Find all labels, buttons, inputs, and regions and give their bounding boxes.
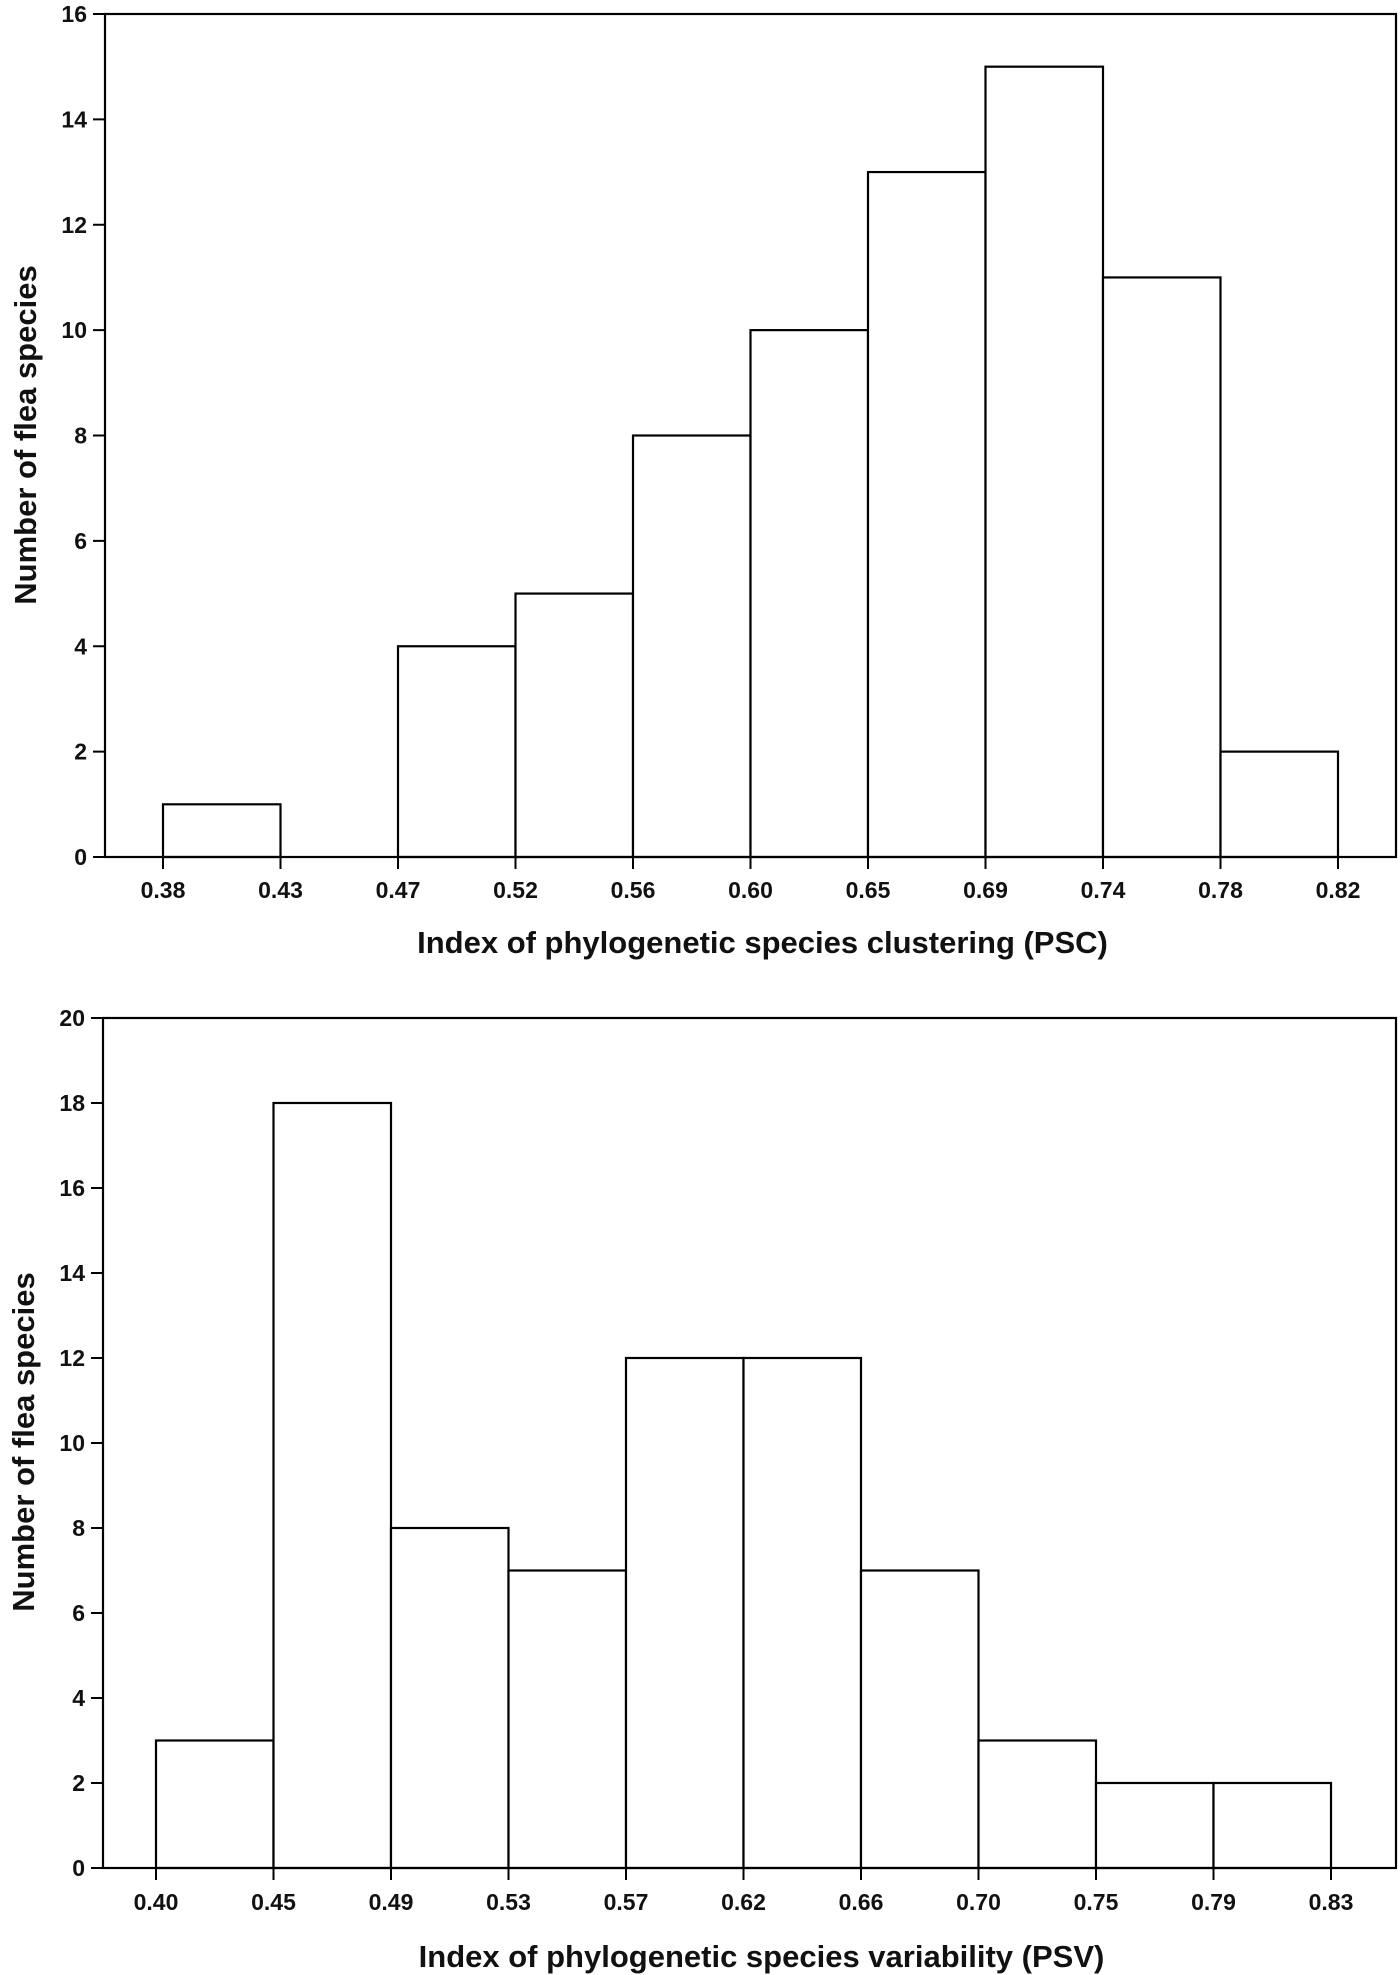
histogram-bar xyxy=(272,1101,393,1870)
histogram-bar xyxy=(742,1356,863,1870)
histogram-bar xyxy=(1212,1781,1333,1870)
y-tick-label: 8 xyxy=(72,1515,85,1541)
y-tick-label: 12 xyxy=(59,1345,85,1371)
x-tick-label: 0.60 xyxy=(728,877,773,903)
x-tick-label: 0.79 xyxy=(1191,1889,1236,1915)
y-tick-label: 6 xyxy=(74,528,87,554)
x-tick-label: 0.82 xyxy=(1316,877,1361,903)
x-tick-label: 0.43 xyxy=(258,877,303,903)
y-tick-label: 8 xyxy=(74,423,87,449)
x-tick-label: 0.38 xyxy=(141,877,186,903)
x-tick-label: 0.75 xyxy=(1074,1889,1119,1915)
x-tick-label: 0.69 xyxy=(963,877,1008,903)
histogram-bar xyxy=(977,1739,1098,1870)
y-tick-label: 2 xyxy=(74,739,87,765)
histogram-bar xyxy=(1094,1781,1215,1870)
y-tick-label: 10 xyxy=(61,317,87,343)
y-tick-label: 10 xyxy=(59,1430,85,1456)
histogram-bar xyxy=(1101,276,1222,859)
x-tick-label: 0.83 xyxy=(1309,1889,1354,1915)
y-axis-title: Number of flea species xyxy=(6,1272,41,1611)
x-tick-label: 0.62 xyxy=(721,1889,766,1915)
y-tick-label: 6 xyxy=(72,1600,85,1626)
psc-histogram-panel: 0 2 4 6 8 10 12 14 16 0.38 0.43 0.47 0.52 0.56 0.60 0.6… xyxy=(8,1,1398,960)
x-tick-label: 0.70 xyxy=(956,1889,1001,1915)
x-tick-label: 0.47 xyxy=(376,877,421,903)
histogram-bar xyxy=(866,170,987,859)
y-tick-label: 14 xyxy=(59,1260,85,1286)
x-tick-label: 0.40 xyxy=(134,1889,179,1915)
y-tick-label: 16 xyxy=(61,1,87,27)
y-tick-label: 4 xyxy=(72,1685,85,1711)
x-tick-label: 0.78 xyxy=(1198,877,1243,903)
x-tick-label: 0.57 xyxy=(604,1889,649,1915)
y-tick-label: 16 xyxy=(59,1175,85,1201)
y-tick-label: 14 xyxy=(61,106,87,132)
y-tick-label: 4 xyxy=(74,633,87,659)
y-tick-label: 0 xyxy=(72,1855,85,1881)
histogram-bar xyxy=(507,1569,628,1870)
histogram-bar xyxy=(1219,750,1340,859)
histogram-bar xyxy=(624,1356,745,1870)
y-tick-label: 2 xyxy=(72,1770,85,1796)
x-tick-label: 0.56 xyxy=(611,877,656,903)
histogram-bar xyxy=(389,1526,510,1870)
histogram-bar xyxy=(396,645,517,859)
histogram-bar xyxy=(749,329,870,859)
x-tick-label: 0.74 xyxy=(1081,877,1126,903)
x-tick-label: 0.49 xyxy=(369,1889,414,1915)
y-tick-label: 0 xyxy=(74,844,87,870)
histogram-bar xyxy=(984,65,1105,859)
histogram-bar xyxy=(154,1739,275,1870)
histogram-bar xyxy=(631,434,752,859)
x-tick-label: 0.65 xyxy=(846,877,891,903)
x-tick-label: 0.52 xyxy=(493,877,538,903)
y-tick-label: 12 xyxy=(61,212,87,238)
histogram-bar xyxy=(161,803,282,859)
y-tick-label: 20 xyxy=(59,1005,85,1031)
x-tick-label: 0.53 xyxy=(486,1889,531,1915)
y-tick-label: 18 xyxy=(59,1090,85,1116)
x-axis-title: Index of phylogenetic species clustering… xyxy=(417,925,1108,960)
psv-histogram-panel: 0 2 4 6 8 10 12 14 16 18 20 0.40 0.45 0.49 0.53 0.57 0.6… xyxy=(6,1005,1398,1974)
y-axis-title: Number of flea species xyxy=(8,265,43,604)
histogram-bar xyxy=(514,592,635,859)
x-axis-title: Index of phylogenetic species variabilit… xyxy=(419,1939,1105,1974)
histogram-bar xyxy=(859,1569,980,1870)
x-tick-label: 0.66 xyxy=(839,1889,884,1915)
x-tick-label: 0.45 xyxy=(251,1889,296,1915)
